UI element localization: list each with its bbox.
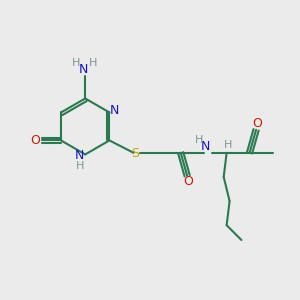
Text: H: H [76,160,84,171]
Text: H: H [88,58,97,68]
Text: S: S [131,147,139,160]
Text: N: N [200,140,210,153]
Text: H: H [72,58,80,68]
Text: O: O [30,134,40,147]
Text: H: H [195,135,203,145]
Text: O: O [184,175,194,188]
Text: H: H [224,140,232,150]
Text: N: N [79,63,88,76]
Text: O: O [253,117,262,130]
Text: N: N [75,149,85,162]
Text: N: N [110,104,119,118]
